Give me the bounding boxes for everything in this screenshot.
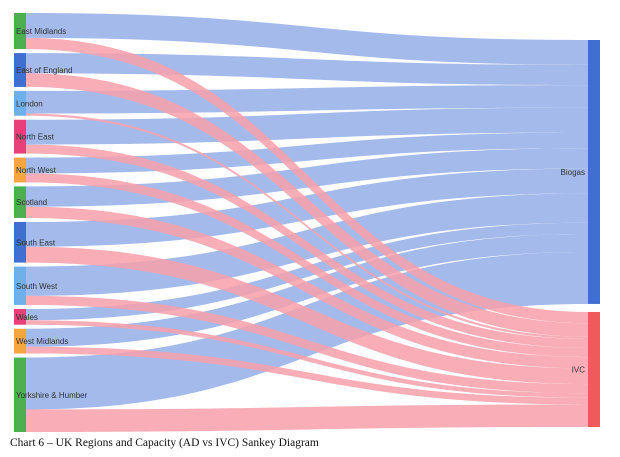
link-scotland-to-ivc [26,206,588,369]
label-east-midlands: East Midlands [16,27,66,36]
link-west-midlands-to-ivc [26,346,588,405]
node-north-west [14,157,26,183]
node-east-of-england [14,53,26,87]
node-scotland [14,186,26,218]
link-north-east-to-ivc [26,144,588,349]
link-north-west-to-biogas [26,132,588,174]
label-north-west: North West [16,166,57,175]
link-wales-to-biogas [26,222,588,321]
node-west-midlands [14,328,26,354]
label-london: London [16,99,43,108]
label-scotland: Scotland [16,198,47,207]
link-south-west-to-ivc [26,295,588,394]
label-east-of-england: East of England [16,66,72,75]
node-yorkshire-and-humber [14,357,26,432]
node-east-midlands [14,13,26,50]
sankey-chart: East Midlands East of England London North … [14,13,600,432]
sankey-links [26,13,588,432]
link-east-of-england-to-ivc [26,73,588,337]
node-ivc [588,311,600,427]
link-south-east-to-ivc [26,246,588,385]
node-south-east [14,221,26,263]
label-south-east: South East [16,238,56,247]
label-wales: Wales [16,313,38,322]
label-ivc: IVC [572,365,586,374]
link-wales-to-ivc [26,320,588,398]
chart-caption: Chart 6 – UK Regions and Capacity (AD vs… [10,437,319,449]
label-yorkshire-and-humber: Yorkshire & Humber [16,391,88,400]
node-london [14,90,26,116]
label-west-midlands: West Midlands [16,337,68,346]
node-north-east [14,119,26,154]
node-south-west [14,266,26,305]
sankey-nodes [14,13,600,432]
node-wales [14,308,26,325]
link-east-midlands-to-biogas [26,13,588,65]
link-north-east-to-biogas [26,107,588,145]
sankey-labels: East Midlands East of England London North … [16,27,585,400]
link-north-west-to-ivc [26,173,588,358]
link-east-midlands-to-ivc [26,37,588,324]
label-north-east: North East [16,133,55,142]
link-yorkshire-and-humber-to-ivc [26,404,588,432]
link-east-of-england-to-biogas [26,53,588,86]
label-biogas: Biogas [561,168,585,177]
link-london-to-ivc [26,113,588,340]
node-biogas [588,40,600,304]
label-south-west: South West [16,282,58,291]
